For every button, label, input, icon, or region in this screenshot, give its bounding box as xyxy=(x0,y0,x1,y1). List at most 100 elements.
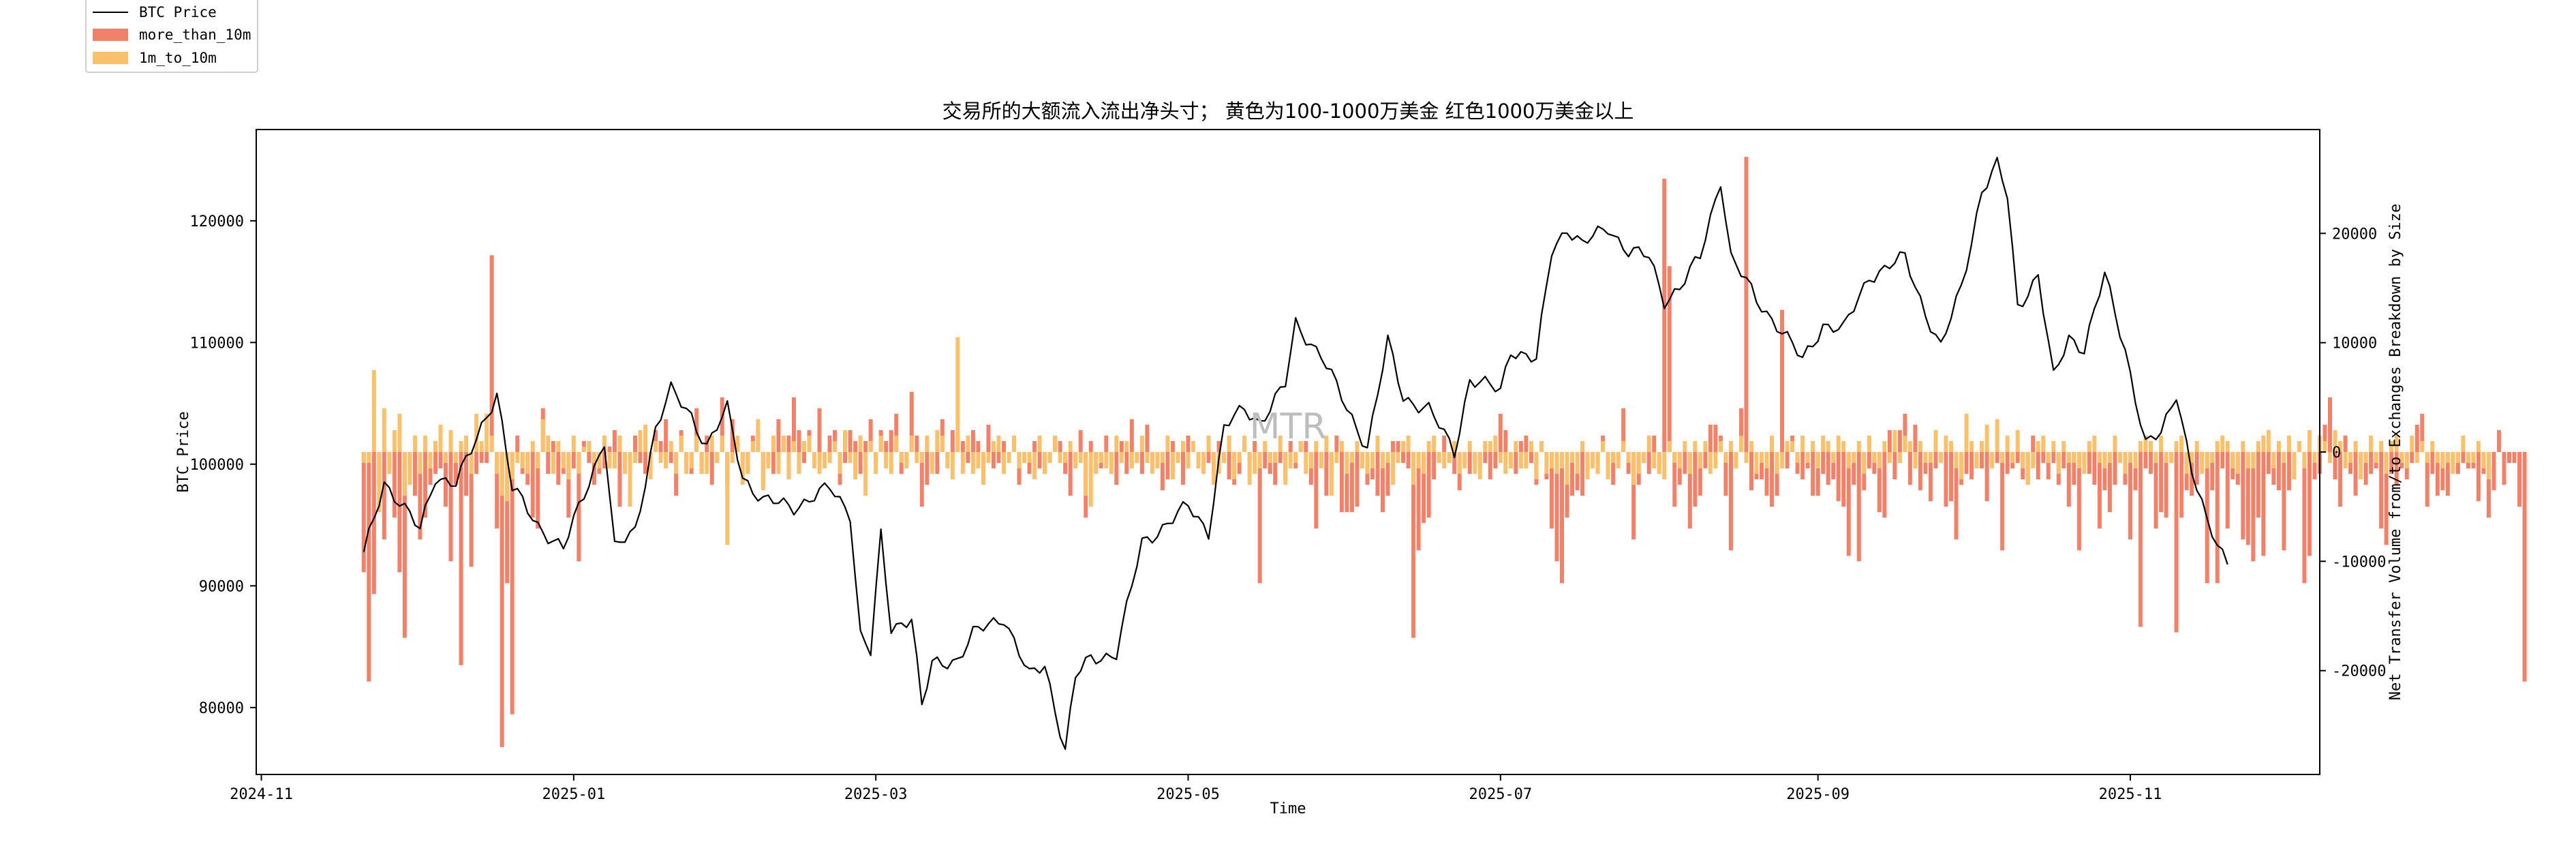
bar-more-than-10m xyxy=(843,452,848,464)
bar-more-than-10m xyxy=(2046,452,2051,480)
bar-1m-to-10m xyxy=(1426,440,1431,452)
bar-1m-to-10m xyxy=(1385,452,1390,464)
plot-area xyxy=(361,156,2527,750)
bar-more-than-10m xyxy=(392,452,397,518)
bar-more-than-10m xyxy=(776,419,781,452)
bar-1m-to-10m xyxy=(387,452,392,474)
bar-1m-to-10m xyxy=(1580,440,1585,452)
bar-more-than-10m xyxy=(2517,452,2522,507)
y-tick-label-left: 90000 xyxy=(199,578,244,595)
bar-1m-to-10m xyxy=(2410,435,2414,452)
bar-1m-to-10m xyxy=(1964,413,1969,452)
bar-1m-to-10m xyxy=(2138,440,2143,452)
bar-1m-to-10m xyxy=(438,424,443,452)
bar-more-than-10m xyxy=(2097,452,2102,529)
bar-more-than-10m xyxy=(1667,266,1672,452)
bar-1m-to-10m xyxy=(2471,452,2476,464)
bar-1m-to-10m xyxy=(633,452,638,464)
bar-more-than-10m xyxy=(1355,452,1360,507)
bar-1m-to-10m xyxy=(1488,440,1492,452)
bar-1m-to-10m xyxy=(750,440,755,452)
bar-1m-to-10m xyxy=(1749,440,1753,452)
bar-more-than-10m xyxy=(1836,452,1841,502)
bar-more-than-10m xyxy=(1498,413,1503,452)
bar-1m-to-10m xyxy=(863,452,868,496)
bar-1m-to-10m xyxy=(2117,452,2122,464)
bar-more-than-10m xyxy=(899,452,904,474)
bar-1m-to-10m xyxy=(1959,452,1964,480)
bar-1m-to-10m xyxy=(919,452,924,464)
bar-1m-to-10m xyxy=(2312,452,2317,464)
bar-1m-to-10m xyxy=(2307,430,2312,452)
bar-more-than-10m xyxy=(709,452,714,485)
bar-1m-to-10m xyxy=(1867,435,1871,452)
bar-1m-to-10m xyxy=(1063,452,1068,464)
bar-more-than-10m xyxy=(2041,452,2046,464)
bar-more-than-10m xyxy=(2369,452,2374,474)
bar-more-than-10m xyxy=(2220,452,2225,469)
bar-1m-to-10m xyxy=(725,452,730,545)
bar-more-than-10m xyxy=(2435,452,2440,496)
bar-1m-to-10m xyxy=(674,452,679,474)
bar-more-than-10m xyxy=(2076,452,2081,551)
bar-1m-to-10m xyxy=(1263,440,1268,452)
bar-more-than-10m xyxy=(510,452,515,714)
bar-more-than-10m xyxy=(2394,452,2399,485)
bar-1m-to-10m xyxy=(1928,452,1933,464)
bar-1m-to-10m xyxy=(2292,452,2297,480)
bar-1m-to-10m xyxy=(1180,440,1185,452)
bar-1m-to-10m xyxy=(1775,452,1779,474)
bar-1m-to-10m xyxy=(2394,435,2399,452)
bar-1m-to-10m xyxy=(1043,452,1047,474)
bar-more-than-10m xyxy=(602,452,607,469)
bar-1m-to-10m xyxy=(1836,435,1841,452)
bar-1m-to-10m xyxy=(884,452,889,469)
bar-1m-to-10m xyxy=(894,435,899,452)
bar-1m-to-10m xyxy=(1815,452,1820,469)
bar-more-than-10m xyxy=(1432,452,1437,480)
bar-more-than-10m xyxy=(587,452,592,464)
bar-more-than-10m xyxy=(2522,452,2527,682)
bar-1m-to-10m xyxy=(587,440,592,452)
bar-1m-to-10m xyxy=(1897,452,1902,464)
bar-more-than-10m xyxy=(1744,157,1749,452)
bar-more-than-10m xyxy=(1396,440,1400,452)
bar-1m-to-10m xyxy=(1058,452,1062,464)
bar-1m-to-10m xyxy=(2235,452,2240,474)
bar-1m-to-10m xyxy=(1027,452,1032,464)
axes: 2024-11 2025-01 2025-03 2025-05 2025-07 2025-… xyxy=(190,213,2387,803)
bar-more-than-10m xyxy=(1877,452,1882,513)
bar-1m-to-10m xyxy=(2266,430,2271,452)
bar-more-than-10m xyxy=(2000,452,2005,551)
bar-1m-to-10m xyxy=(1882,440,1887,452)
bar-1m-to-10m xyxy=(1283,452,1288,485)
bar-1m-to-10m xyxy=(1984,424,1989,452)
bar-more-than-10m xyxy=(2245,452,2250,545)
bar-more-than-10m xyxy=(853,440,858,452)
bar-more-than-10m xyxy=(2445,452,2450,496)
bar-1m-to-10m xyxy=(1559,452,1564,469)
bar-more-than-10m xyxy=(1186,435,1191,452)
bar-more-than-10m xyxy=(1738,408,1743,452)
bar-more-than-10m xyxy=(1124,452,1129,474)
bar-more-than-10m xyxy=(858,452,863,474)
bar-1m-to-10m xyxy=(705,452,709,474)
bar-1m-to-10m xyxy=(1298,440,1303,452)
bar-1m-to-10m xyxy=(433,440,438,452)
bar-more-than-10m xyxy=(1928,452,1933,502)
bar-more-than-10m xyxy=(1145,424,1150,452)
bar-1m-to-10m xyxy=(1780,452,1785,469)
bar-1m-to-10m xyxy=(1452,440,1457,452)
bar-1m-to-10m xyxy=(1073,452,1078,469)
bar-more-than-10m xyxy=(1206,452,1211,464)
bar-1m-to-10m xyxy=(1652,452,1657,469)
bar-1m-to-10m xyxy=(833,440,838,452)
bar-more-than-10m xyxy=(551,440,555,452)
bar-1m-to-10m xyxy=(1677,452,1682,469)
bar-more-than-10m xyxy=(658,440,663,452)
bar-more-than-10m xyxy=(730,419,735,452)
bar-1m-to-10m xyxy=(1713,452,1718,469)
bar-more-than-10m xyxy=(1631,452,1636,540)
bar-1m-to-10m xyxy=(945,452,950,469)
bar-1m-to-10m xyxy=(2149,440,2153,452)
